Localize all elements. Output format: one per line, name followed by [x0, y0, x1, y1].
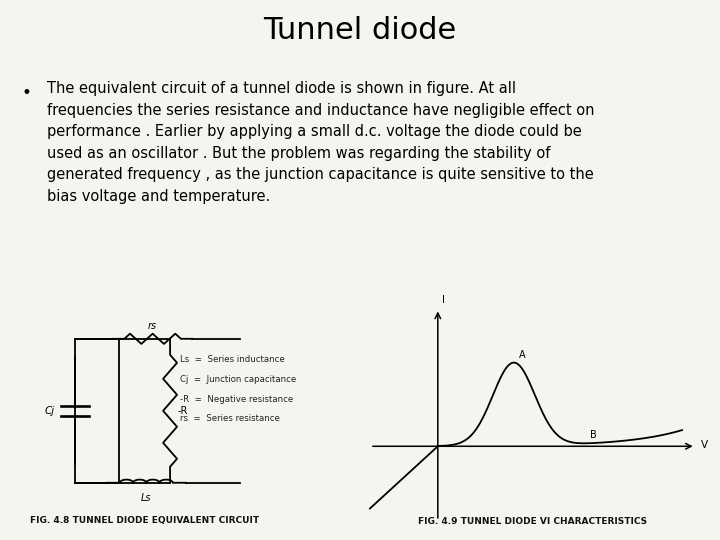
- Text: FIG. 4.8 TUNNEL DIODE EQUIVALENT CIRCUIT: FIG. 4.8 TUNNEL DIODE EQUIVALENT CIRCUIT: [30, 516, 259, 524]
- Text: A: A: [519, 349, 526, 360]
- Text: •: •: [22, 84, 32, 102]
- Text: Ls  =  Series inductance: Ls = Series inductance: [179, 355, 284, 364]
- Text: -R: -R: [178, 406, 189, 416]
- Text: The equivalent circuit of a tunnel diode is shown in figure. At all
frequencies : The equivalent circuit of a tunnel diode…: [47, 81, 594, 204]
- Text: I: I: [442, 295, 445, 305]
- Text: Tunnel diode: Tunnel diode: [264, 16, 456, 45]
- Text: V: V: [701, 440, 708, 450]
- Text: Ls: Ls: [141, 493, 151, 503]
- Text: B: B: [590, 430, 596, 440]
- Text: rs  =  Series resistance: rs = Series resistance: [179, 414, 279, 423]
- Text: Cj  =  Junction capacitance: Cj = Junction capacitance: [179, 375, 296, 384]
- Text: rs: rs: [148, 321, 157, 330]
- Text: Cj: Cj: [45, 406, 55, 416]
- Text: FIG. 4.9 TUNNEL DIODE VI CHARACTERISTICS: FIG. 4.9 TUNNEL DIODE VI CHARACTERISTICS: [418, 517, 647, 526]
- Text: -R  =  Negative resistance: -R = Negative resistance: [179, 395, 293, 403]
